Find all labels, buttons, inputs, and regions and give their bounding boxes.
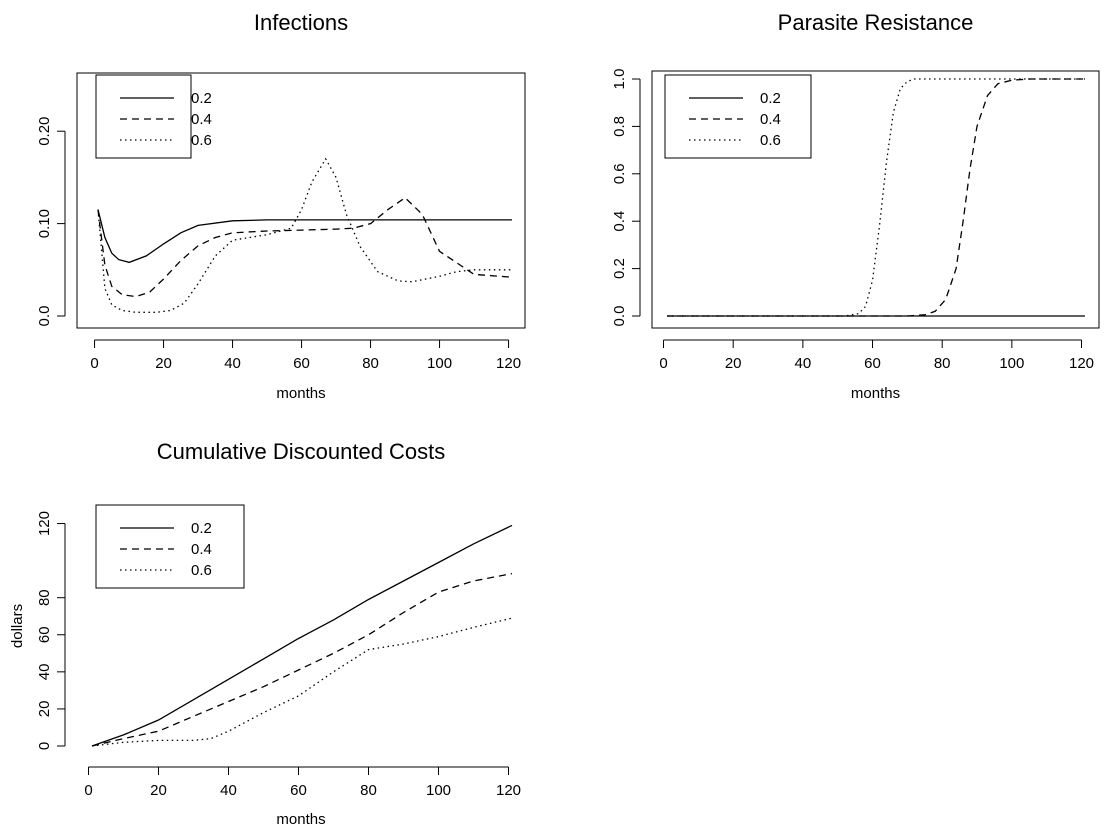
y-tick-label: 0.6 xyxy=(611,163,628,184)
chart-title: Parasite Resistance xyxy=(778,10,974,35)
y-tick-label: 40 xyxy=(36,664,53,681)
x-tick-label: 20 xyxy=(725,355,742,372)
x-tick-label: 40 xyxy=(220,782,237,799)
y-tick-label: 80 xyxy=(36,589,53,606)
legend-label: 0.6 xyxy=(760,132,781,149)
legend-label: 0.4 xyxy=(760,111,781,128)
y-tick-label: 0.4 xyxy=(611,211,628,232)
series-line-0.2 xyxy=(97,209,512,264)
legend: 0.2 0.4 0.6 xyxy=(95,74,212,159)
x-tick-label: 0 xyxy=(659,355,667,372)
series-line-0.4 xyxy=(97,196,513,298)
y-tick-label: 0.0 xyxy=(611,306,628,327)
series-line-0.6 xyxy=(667,78,1085,317)
chart-title: Infections xyxy=(254,10,348,35)
legend-box xyxy=(664,74,812,159)
x-tick-label: 80 xyxy=(362,355,379,372)
y-tick-label: 0.8 xyxy=(611,116,628,137)
y-tick-label: 20 xyxy=(36,701,53,718)
x-tick-label: 0 xyxy=(90,355,98,372)
series-line-0.4 xyxy=(667,78,1085,317)
series-line-0.6 xyxy=(91,617,513,747)
legend-box xyxy=(95,74,192,159)
x-tick-label: 120 xyxy=(496,782,521,799)
x-tick-label: 80 xyxy=(360,782,377,799)
x-tick-label: 80 xyxy=(934,355,951,372)
panel-3: 0 20 40 60 80 100 120 0 20 40 60 80 120 Cumulative Di… xyxy=(9,439,521,828)
x-tick-label: 100 xyxy=(427,355,452,372)
plot-frame xyxy=(651,70,1100,329)
x-tick-label: 60 xyxy=(864,355,881,372)
series-line-0.4 xyxy=(91,572,513,747)
legend-label: 0.6 xyxy=(191,562,212,579)
legend-label: 0.4 xyxy=(191,111,212,128)
legend-label: 0.2 xyxy=(191,90,212,107)
x-tick-label: 40 xyxy=(224,355,241,372)
y-tick-label: 1.0 xyxy=(611,69,628,90)
x-tick-label: 20 xyxy=(150,782,167,799)
x-tick-label: 40 xyxy=(795,355,812,372)
x-tick-label: 60 xyxy=(293,355,310,372)
y-tick-label: 60 xyxy=(36,626,53,643)
x-tick-label: 60 xyxy=(290,782,307,799)
y-tick-label: 0.0 xyxy=(36,306,53,327)
series-line-0.2 xyxy=(91,524,513,747)
legend-label: 0.4 xyxy=(191,541,212,558)
series-line-0.6 xyxy=(97,157,512,313)
y-tick-label: 120 xyxy=(36,511,53,536)
x-tick-label: 0 xyxy=(84,782,92,799)
x-tick-label: 20 xyxy=(155,355,172,372)
y-tick-label: 0 xyxy=(36,742,53,750)
y-tick-label: 0.20 xyxy=(36,117,53,146)
legend: 0.2 0.4 0.6 xyxy=(95,504,245,589)
legend-label: 0.2 xyxy=(191,520,212,537)
x-axis-label: months xyxy=(276,811,325,828)
x-tick-label: 120 xyxy=(1069,355,1094,372)
x-tick-label: 100 xyxy=(999,355,1024,372)
legend-label: 0.2 xyxy=(760,90,781,107)
legend-box xyxy=(95,504,245,589)
panel-1: 0 20 40 60 80 100 120 0.0 0.10 0.20 Infections mont… xyxy=(36,10,526,402)
y-axis-label: dollars xyxy=(9,604,26,648)
legend: 0.2 0.4 0.6 xyxy=(664,74,812,159)
plot-frame xyxy=(76,72,526,329)
x-tick-label: 100 xyxy=(426,782,451,799)
x-axis-label: months xyxy=(851,385,900,402)
y-tick-label: 0.10 xyxy=(36,209,53,238)
chart-title: Cumulative Discounted Costs xyxy=(157,439,446,464)
x-tick-label: 120 xyxy=(496,355,521,372)
panel-2: 0 20 40 60 80 100 120 0.0 0.2 0.4 0.6 0.8 1.0 Parasit… xyxy=(611,10,1100,402)
x-axis-label: months xyxy=(276,385,325,402)
legend-label: 0.6 xyxy=(191,132,212,149)
y-tick-label: 0.2 xyxy=(611,258,628,279)
